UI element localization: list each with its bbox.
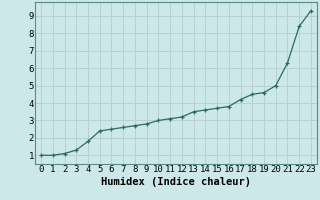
X-axis label: Humidex (Indice chaleur): Humidex (Indice chaleur) xyxy=(101,177,251,187)
